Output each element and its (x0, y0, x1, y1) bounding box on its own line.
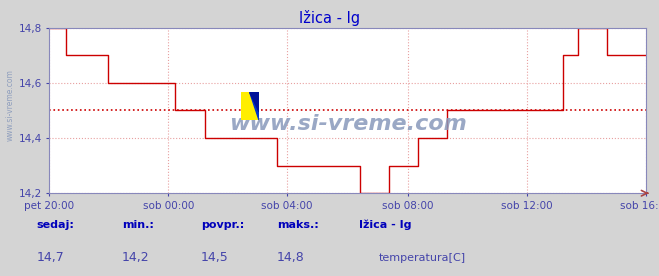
Text: sedaj:: sedaj: (36, 220, 74, 230)
Text: www.si-vreme.com: www.si-vreme.com (229, 114, 467, 134)
Polygon shape (250, 92, 259, 112)
Text: 14,2: 14,2 (122, 251, 150, 264)
Text: www.si-vreme.com: www.si-vreme.com (5, 69, 14, 141)
Text: 14,7: 14,7 (36, 251, 64, 264)
Text: povpr.:: povpr.: (201, 220, 244, 230)
Text: 14,8: 14,8 (277, 251, 304, 264)
Text: 14,5: 14,5 (201, 251, 229, 264)
Text: min.:: min.: (122, 220, 154, 230)
Polygon shape (241, 92, 259, 120)
Text: Ižica - Ig: Ižica - Ig (299, 10, 360, 26)
Polygon shape (250, 92, 259, 120)
Text: temperatura[C]: temperatura[C] (379, 253, 466, 263)
Text: maks.:: maks.: (277, 220, 318, 230)
Text: Ižica - Ig: Ižica - Ig (359, 219, 412, 230)
